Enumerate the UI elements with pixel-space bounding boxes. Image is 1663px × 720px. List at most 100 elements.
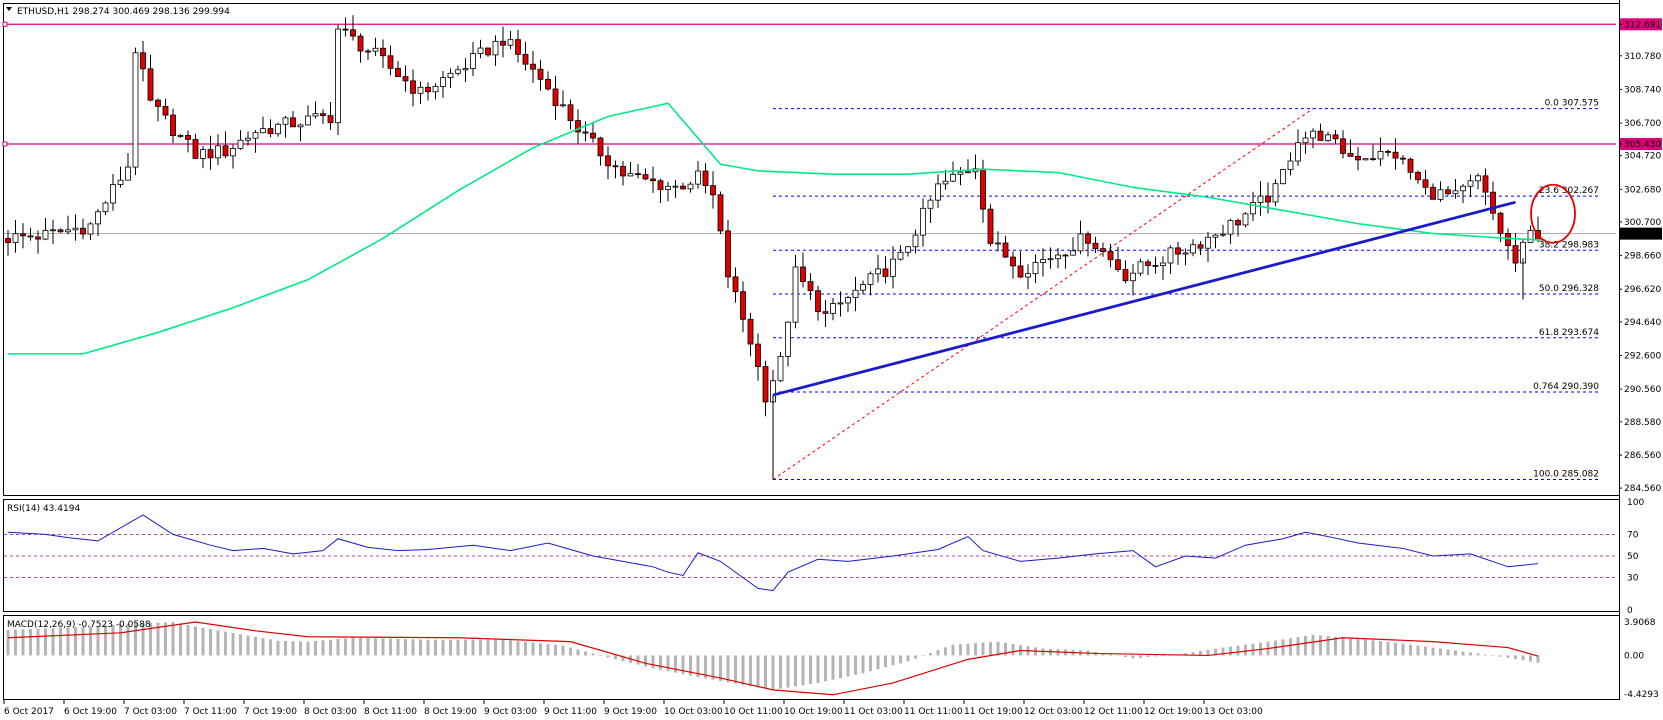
candle-body	[50, 229, 56, 232]
macd-histogram-bar	[501, 639, 505, 656]
macd-histogram-bar	[1281, 639, 1285, 656]
candle-body	[545, 78, 551, 90]
macd-histogram-bar	[179, 623, 182, 656]
candle-body	[1197, 244, 1204, 249]
breakdown-circle	[1530, 183, 1576, 244]
candle-body	[890, 258, 896, 277]
candle-body	[567, 104, 574, 121]
macd-histogram-bar	[1356, 638, 1360, 656]
rsi-tick-label: 30	[1627, 574, 1639, 584]
candle-body	[1385, 150, 1391, 153]
candle-body	[125, 166, 131, 181]
candle-body	[290, 117, 296, 128]
candle-body	[417, 86, 424, 94]
macd-histogram-bar	[711, 655, 715, 680]
candle-body	[717, 194, 724, 232]
candle-body	[920, 207, 926, 236]
x-tick-label: 12 Oct 11:00	[1084, 707, 1143, 717]
candle-body	[110, 184, 116, 204]
macd-histogram-bar	[1229, 646, 1232, 656]
macd-histogram-bar	[1499, 655, 1502, 657]
macd-histogram-bar	[884, 655, 887, 668]
macd-histogram-bar	[1454, 650, 1457, 656]
candle-body	[747, 318, 754, 345]
macd-histogram-bar	[1221, 647, 1225, 656]
macd-histogram-bar	[1319, 635, 1322, 656]
macd-histogram-bar	[269, 639, 272, 656]
main-panel-frame	[3, 3, 1620, 496]
macd-histogram-bar	[1461, 651, 1465, 656]
macd-histogram-bar	[1349, 638, 1352, 656]
candle-body	[102, 202, 109, 213]
y-tick-label: 294.640	[1624, 318, 1661, 328]
candle-body	[897, 251, 904, 260]
macd-histogram-bar	[419, 639, 422, 656]
candle-body	[687, 183, 694, 190]
candle-body	[837, 302, 844, 305]
main-price-layer: 0.0 307.575 23.6 302.267 38.2 298.983 50.0 …	[2, 15, 1616, 480]
macd-histogram-bar	[974, 643, 977, 656]
candle-body	[177, 135, 184, 137]
y-tick-label: 302.680	[1624, 185, 1661, 195]
macd-histogram-bar	[441, 639, 445, 656]
macd-histogram-bar	[839, 655, 842, 679]
y-tick-label: 292.600	[1624, 352, 1661, 362]
candle-body	[695, 170, 701, 185]
rsi-tick-label: 70	[1627, 530, 1639, 540]
candle-body	[215, 145, 221, 159]
main-chart-title: ETHUSD,H1 298.274 300.469 298.136 299.99…	[17, 7, 230, 17]
candle-body	[942, 180, 949, 185]
macd-histogram-bar	[74, 627, 77, 656]
macd-histogram-bar	[426, 639, 430, 656]
x-tick-label: 8 Oct 03:00	[304, 707, 357, 717]
candle-body	[635, 173, 641, 176]
candle-body	[1295, 142, 1301, 162]
macd-histogram-bar	[1401, 643, 1405, 656]
y-tick-label: 310.780	[1624, 52, 1661, 62]
macd-histogram-bar	[1469, 652, 1472, 656]
macd-histogram-bar	[726, 655, 730, 683]
candle-body	[530, 63, 536, 70]
candle-body	[327, 115, 334, 124]
rsi-layer	[4, 514, 1616, 592]
candle-body	[755, 343, 761, 367]
candle-body	[507, 39, 514, 46]
macd-histogram-bar	[29, 628, 32, 656]
candle-body	[1347, 152, 1354, 157]
candle-body	[1317, 130, 1324, 141]
candle-body	[1332, 134, 1339, 140]
macd-histogram-bar	[1409, 644, 1412, 656]
candle-body	[312, 113, 319, 117]
candle-body	[800, 266, 806, 282]
macd-histogram-bar	[546, 644, 550, 656]
macd-histogram-bar	[126, 623, 130, 656]
candle-body	[1400, 157, 1406, 160]
candle-body	[657, 180, 664, 190]
candle-body	[200, 149, 206, 159]
macd-histogram-bar	[681, 655, 685, 675]
macd-histogram-bar	[216, 630, 220, 656]
candle-body	[260, 128, 266, 134]
candle-body	[1107, 251, 1114, 261]
candle-body	[552, 88, 559, 107]
macd-histogram-bar	[659, 655, 662, 670]
macd-histogram-bar	[951, 644, 955, 656]
macd-histogram-bar	[929, 652, 932, 656]
symbol-menu-arrow-icon[interactable]	[6, 7, 12, 11]
candle-body	[387, 55, 394, 69]
candle-body	[1242, 213, 1249, 226]
candle-body	[500, 40, 506, 46]
price-label-box	[1620, 137, 1662, 150]
macd-histogram-bar	[1491, 655, 1495, 657]
candle-body	[792, 266, 799, 323]
macd-histogram-bar	[44, 628, 47, 656]
macd-histogram-bar	[104, 625, 107, 656]
macd-histogram-bar	[314, 641, 317, 656]
candle-body	[335, 28, 341, 124]
macd-histogram-bar	[689, 655, 692, 676]
candle-body	[815, 290, 821, 313]
macd-histogram-bar	[1386, 641, 1390, 656]
rsi-tick-label: 0	[1627, 606, 1633, 616]
macd-histogram-bar	[1236, 645, 1240, 656]
moving-average-line	[8, 102, 1546, 355]
